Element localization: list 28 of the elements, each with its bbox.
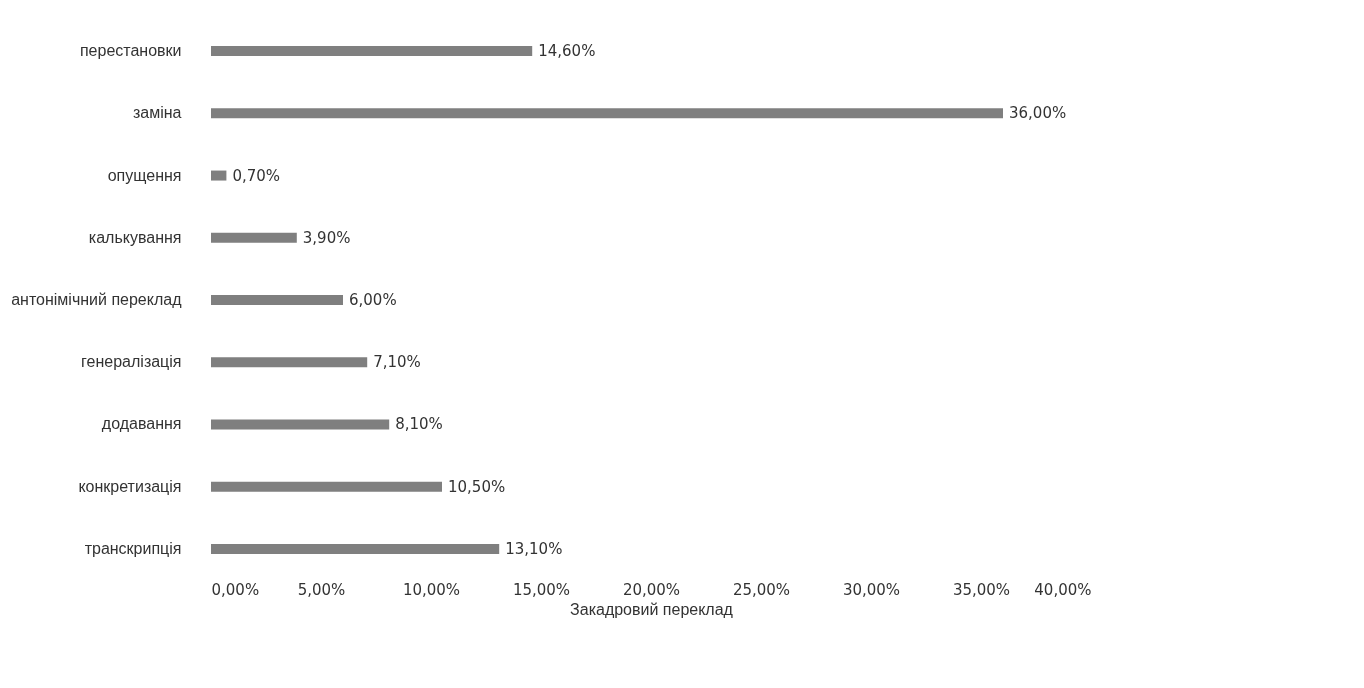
y-tick-label: антонімічний переклад bbox=[11, 291, 183, 308]
y-tick-label: опущення bbox=[107, 166, 182, 184]
y-tick-label: калькування bbox=[88, 228, 182, 246]
x-tick-label: 5,00% bbox=[297, 580, 346, 599]
x-tick-label: 25,00% bbox=[732, 580, 791, 599]
data-label: 13,10% bbox=[505, 539, 563, 558]
data-label: 14,60% bbox=[538, 42, 596, 61]
data-label: 8,10% bbox=[395, 415, 443, 434]
data-label: 3,90% bbox=[302, 228, 351, 247]
x-tick-label: 15,00% bbox=[512, 580, 571, 599]
x-tick-label: 0,00% bbox=[211, 580, 260, 599]
y-tick-label: генералізація bbox=[81, 353, 182, 371]
x-tick-label: 40,00% bbox=[1034, 580, 1092, 599]
y-tick-label: додавання bbox=[101, 415, 182, 433]
y-tick-label: заміна bbox=[132, 104, 182, 122]
y-tick-label: транскрипція bbox=[84, 539, 182, 557]
data-label: 0,70% bbox=[232, 166, 281, 185]
data-label: 6,00% bbox=[349, 291, 397, 309]
data-label: 7,10% bbox=[373, 353, 421, 372]
y-tick-label: перестановки bbox=[79, 42, 182, 60]
x-tick-label: 10,00% bbox=[402, 580, 461, 599]
y-tick-label: конкретизація bbox=[78, 477, 182, 495]
x-tick-label: 35,00% bbox=[952, 580, 1011, 599]
data-label: 36,00% bbox=[1009, 104, 1067, 123]
data-label: 10,50% bbox=[448, 477, 506, 496]
x-tick-label: 20,00% bbox=[622, 580, 681, 599]
x-axis-title: Закадровий переклад bbox=[570, 600, 734, 618]
x-tick-label: 30,00% bbox=[842, 580, 901, 599]
